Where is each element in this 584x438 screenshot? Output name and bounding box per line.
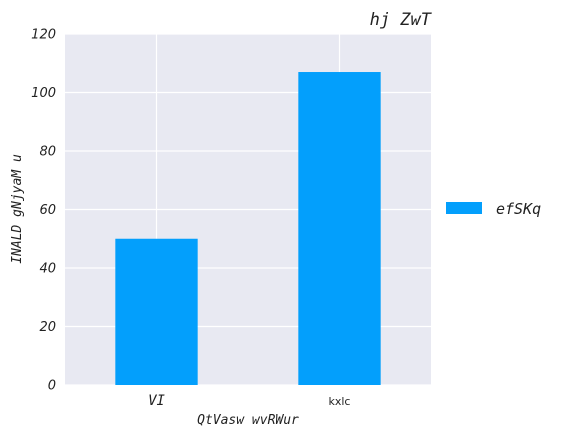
y-tick-labels: 0 20 40 60 80 100 120 bbox=[31, 28, 56, 394]
chart-title: hj ZwT bbox=[370, 10, 433, 30]
legend-swatch bbox=[446, 202, 482, 214]
legend: efSKq bbox=[446, 200, 541, 218]
y-tick-label: 80 bbox=[39, 145, 56, 160]
x-tick-labels: VI kxlc bbox=[148, 393, 350, 409]
y-tick-label: 0 bbox=[48, 379, 56, 394]
y-tick-label: 20 bbox=[39, 320, 56, 335]
bar bbox=[115, 238, 198, 385]
bars bbox=[115, 72, 381, 386]
y-tick-label: 40 bbox=[39, 262, 56, 277]
bar bbox=[298, 72, 381, 386]
legend-label: efSKq bbox=[496, 200, 541, 218]
y-axis-label: INALD gNjyaM u bbox=[10, 154, 25, 264]
x-tick-label: kxlc bbox=[329, 395, 351, 408]
x-axis-label: QtVasw wvRWur bbox=[197, 413, 299, 428]
x-tick-label: VI bbox=[148, 393, 165, 409]
y-tick-label: 60 bbox=[39, 203, 56, 218]
y-tick-label: 100 bbox=[31, 86, 56, 101]
y-tick-label: 120 bbox=[31, 28, 56, 43]
